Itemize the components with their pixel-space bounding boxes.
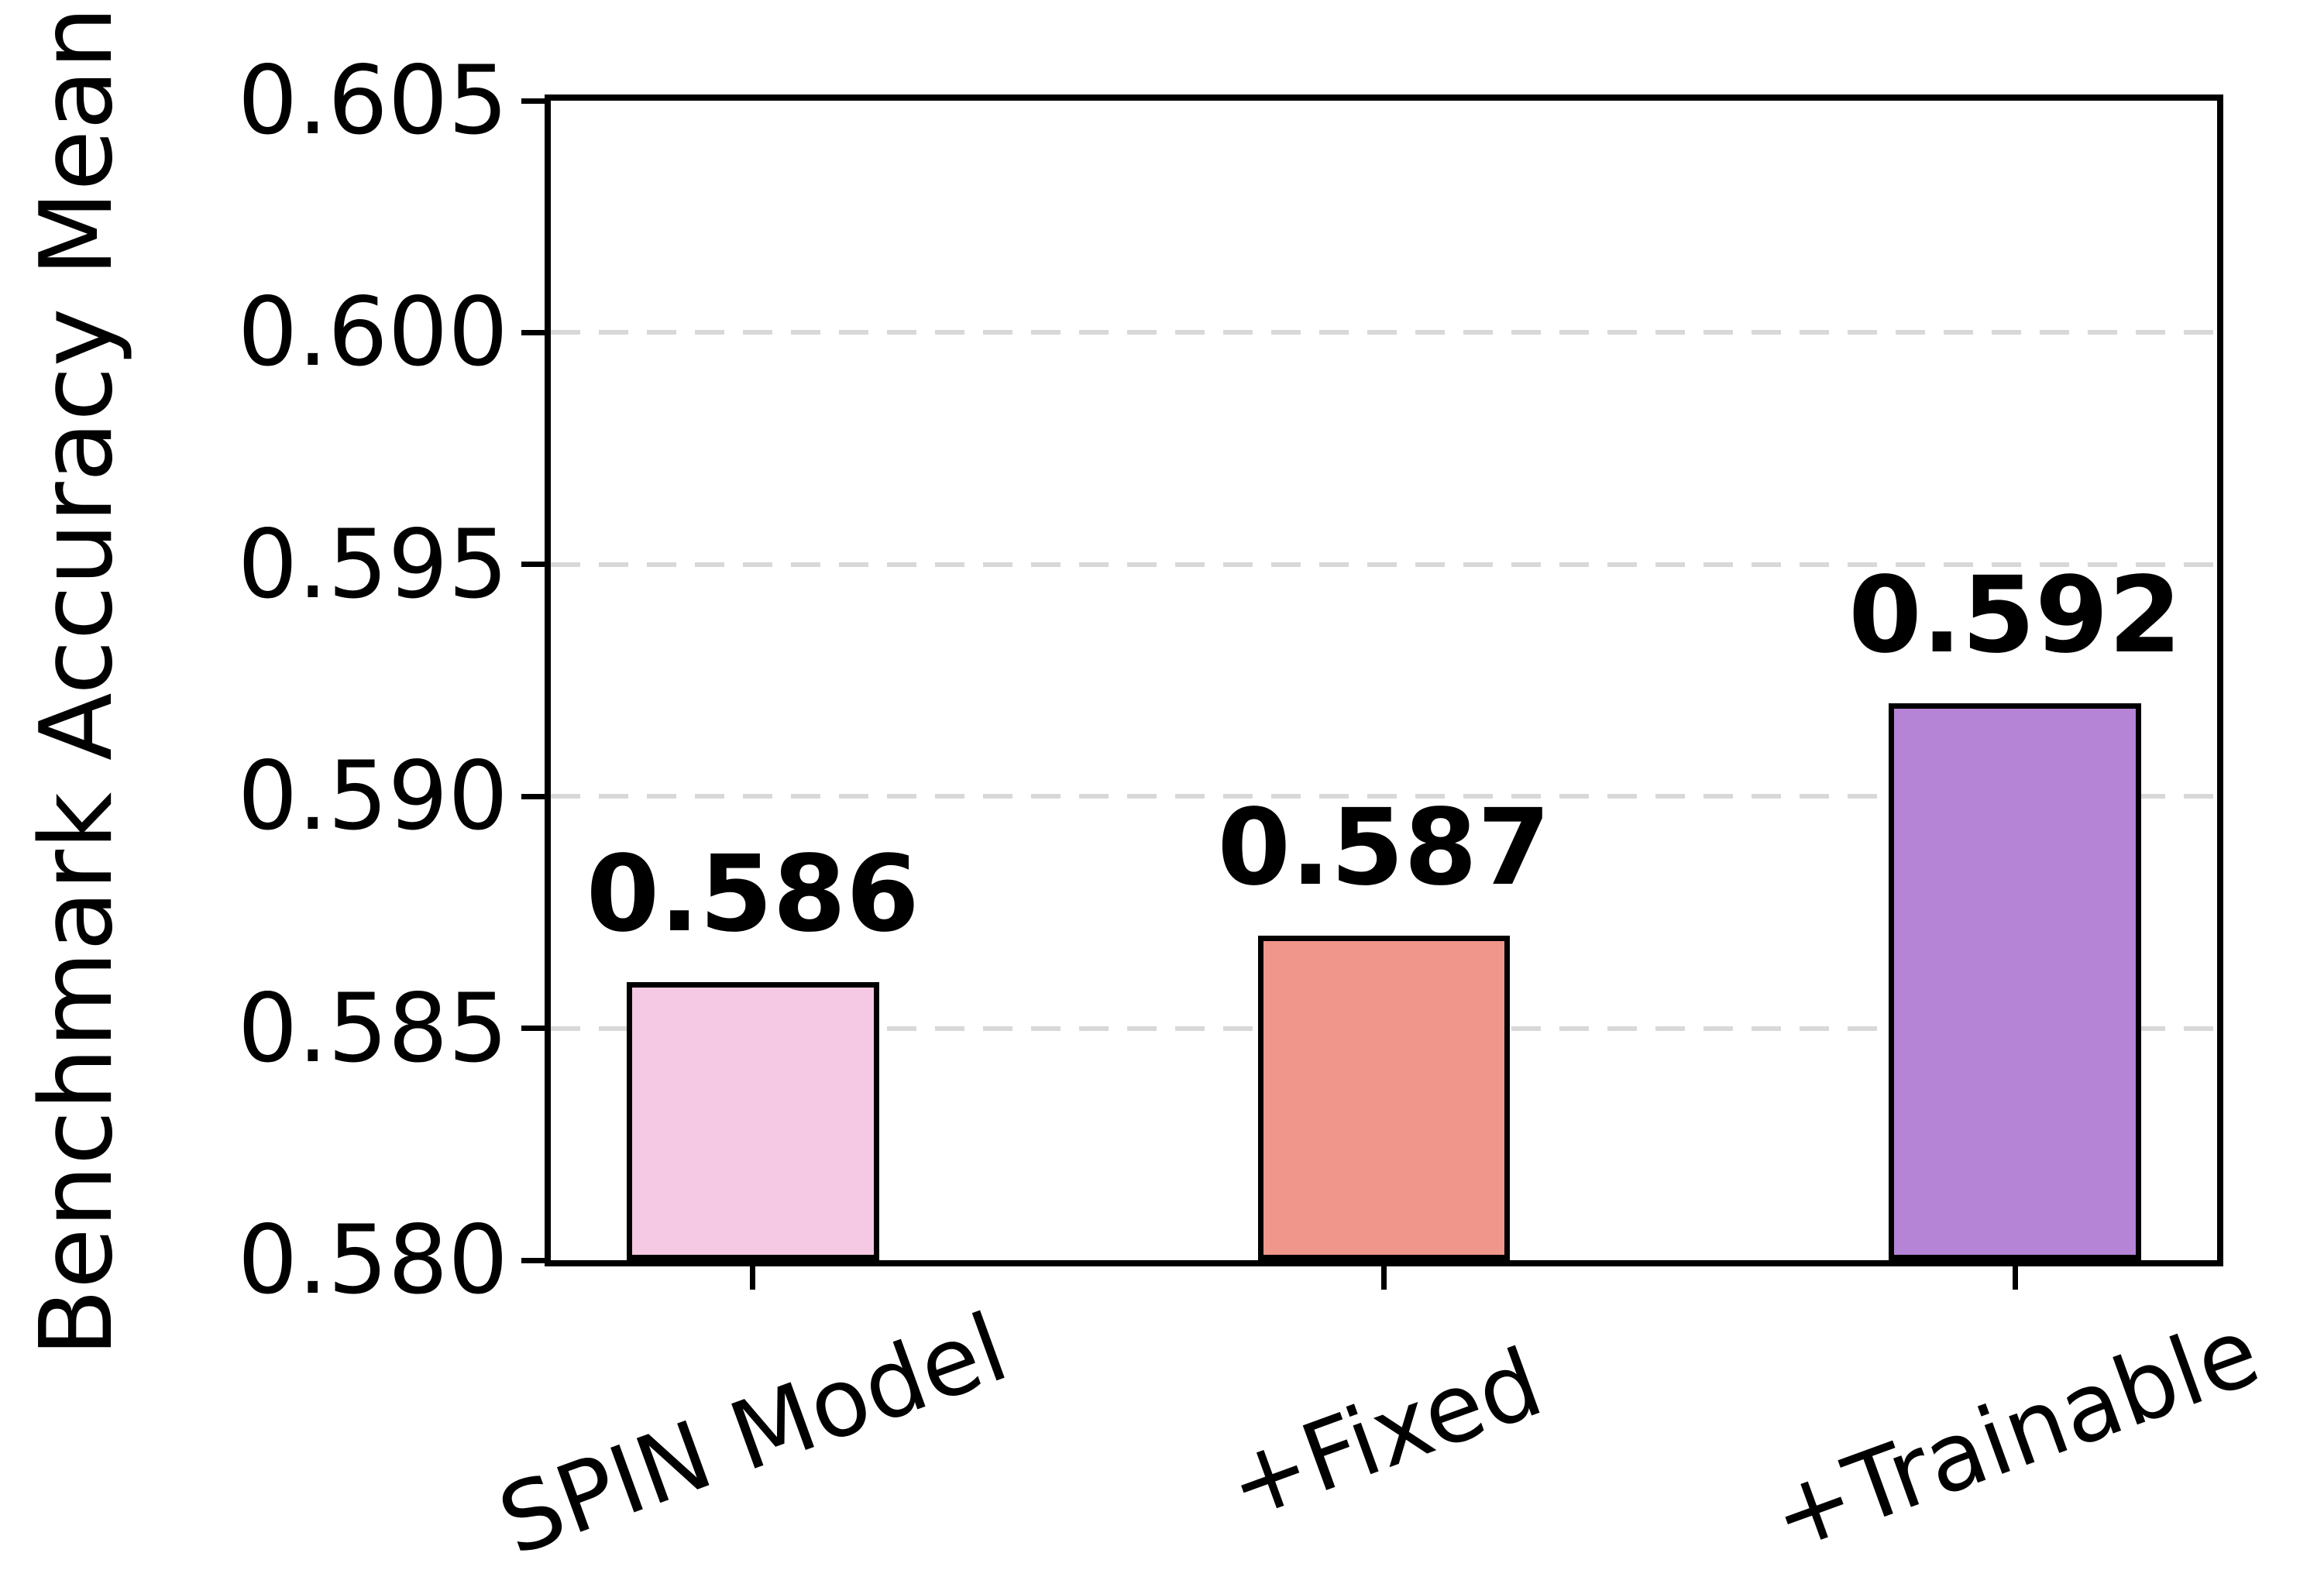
y-tick-mark — [521, 562, 546, 568]
y-tick-label: 0.600 — [237, 277, 508, 388]
y-tick-label: 0.595 — [237, 509, 508, 620]
bar-value-label: 0.586 — [586, 833, 920, 956]
x-tick-mark — [750, 1266, 756, 1290]
y-tick-label: 0.605 — [237, 46, 508, 156]
x-tick-mark — [2012, 1266, 2018, 1290]
gridline-y-0.6 — [551, 330, 2217, 335]
x-tick-label: +Fixed — [1212, 1327, 1556, 1542]
bar-value-label: 0.587 — [1217, 786, 1551, 909]
y-tick-label: 0.585 — [237, 973, 508, 1084]
y-tick-mark — [521, 98, 546, 104]
bar-SPIN Model — [626, 981, 879, 1260]
y-tick-label: 0.580 — [237, 1205, 508, 1315]
x-tick-mark — [1381, 1266, 1387, 1290]
y-axis-title: Benchmark Accuracy Mean — [19, 6, 135, 1357]
x-tick-label: SPIN Model — [485, 1292, 1021, 1577]
gridline-y-0.59 — [551, 794, 2217, 799]
y-tick-mark — [521, 1257, 546, 1263]
y-tick-mark — [521, 1026, 546, 1032]
y-tick-mark — [521, 793, 546, 799]
gridline-y-0.595 — [551, 562, 2217, 567]
y-tick-label: 0.590 — [237, 741, 508, 852]
x-tick-label: +Trainable — [1757, 1296, 2273, 1573]
y-tick-mark — [521, 329, 546, 335]
bar-value-label: 0.592 — [1848, 555, 2182, 678]
bar-+Trainable — [1889, 703, 2142, 1260]
plot-area: 0.580 0.585 0.590 0.595 0.600 0.605 0.586 SPIN … — [238, 53, 2273, 1577]
bar-+Fixed — [1257, 935, 1511, 1260]
